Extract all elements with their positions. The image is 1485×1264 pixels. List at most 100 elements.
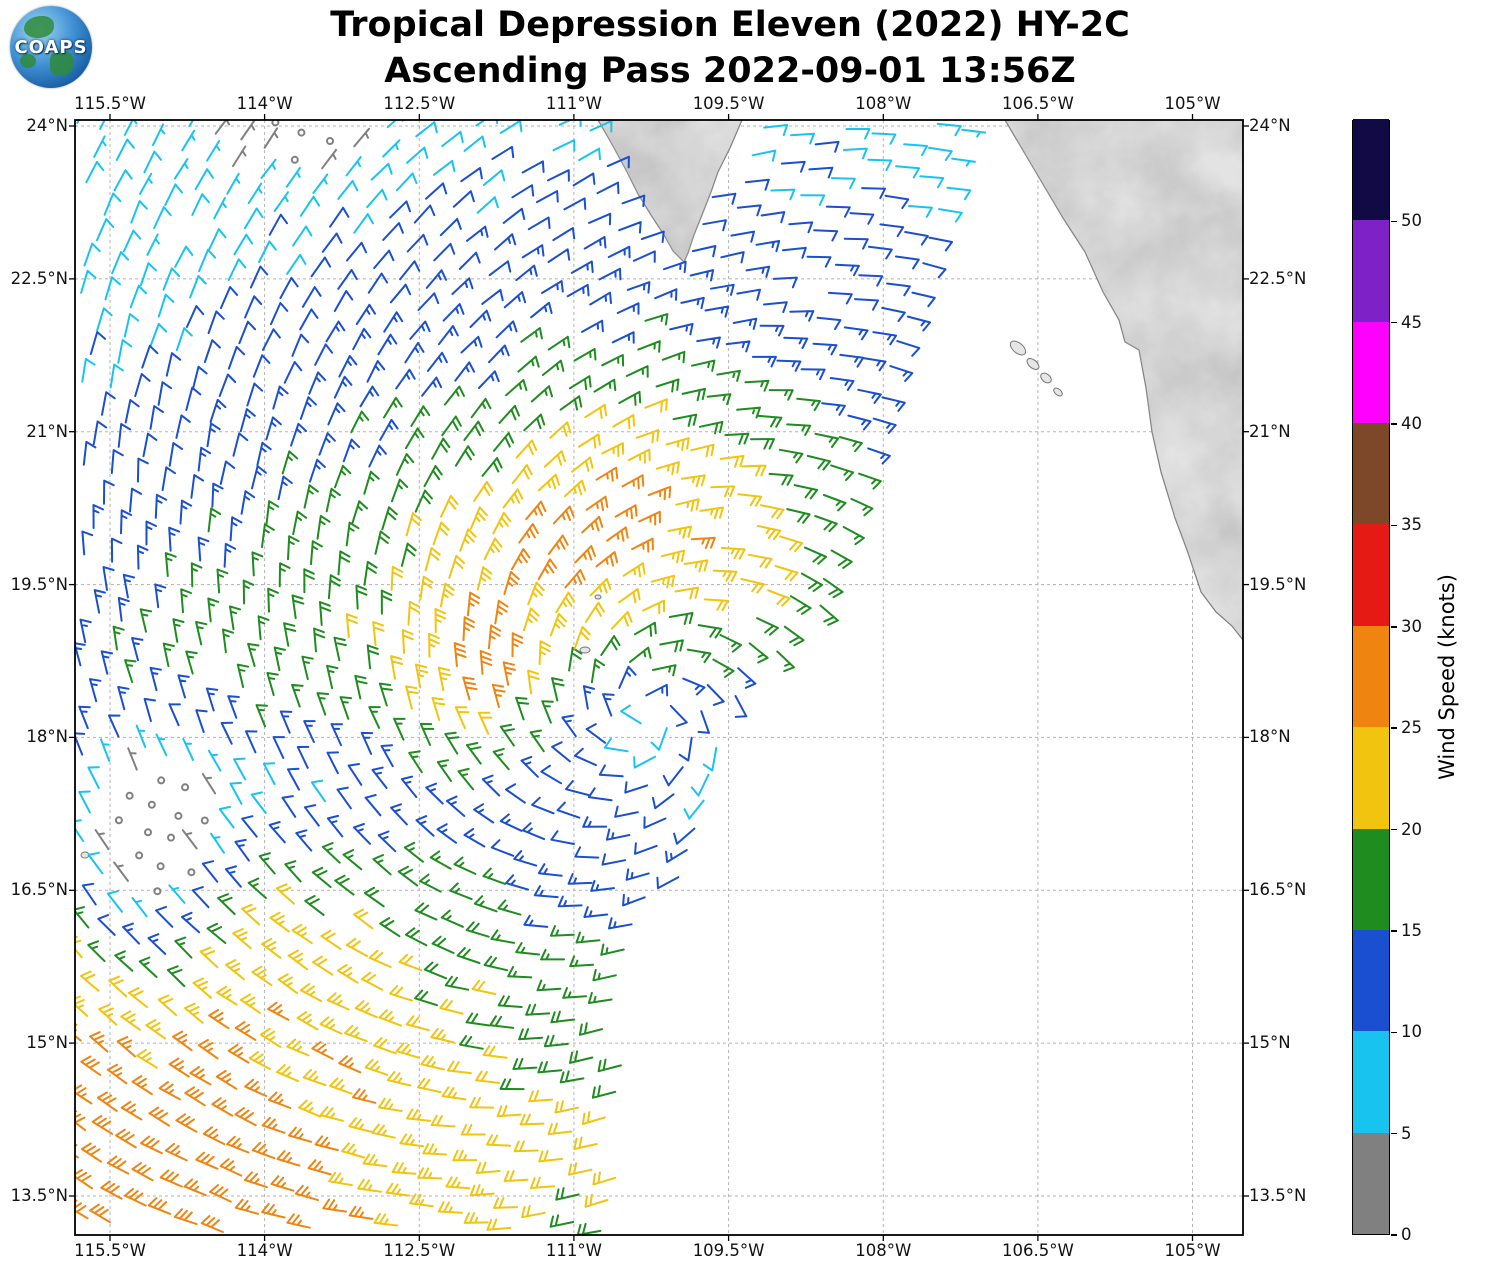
calm-wind-circle [297, 128, 306, 137]
calm-wind-circle [187, 868, 196, 877]
colorbar-segment-5kt [1353, 1030, 1389, 1133]
lon-tick-label-top: 112.5°W [383, 94, 456, 113]
wind-barb-map [69, 114, 1249, 1241]
logo-text: COAPS [14, 37, 88, 58]
wind-barbs-bin-4 [75, 398, 804, 1231]
colorbar-tick [1391, 828, 1397, 831]
island [1009, 340, 1027, 356]
lon-tick-label-top: 105°W [1164, 94, 1221, 113]
colorbar-segment-35kt [1353, 422, 1389, 525]
colorbar-tick-label: 35 [1401, 515, 1422, 535]
island [579, 646, 591, 654]
lon-tick-label-top: 115.5°W [74, 94, 146, 113]
axis-ticks [69, 114, 1249, 1241]
lon-tick-label-top: 108°W [855, 94, 912, 113]
colorbar-tick-label: 10 [1401, 1022, 1422, 1042]
lon-tick-label-bottom: 106.5°W [1001, 1241, 1074, 1260]
coastline-landmass [1004, 120, 1243, 641]
lat-tick-label-right: 15°N [1249, 1033, 1291, 1053]
lat-tick-label-left: 16.5°N [10, 880, 68, 900]
colorbar-tick-label: 30 [1401, 616, 1422, 636]
lon-tick-label-bottom: 112.5°W [383, 1241, 456, 1260]
lon-tick-label-bottom: 111°W [545, 1241, 602, 1260]
lat-tick-label-right: 16.5°N [1249, 880, 1307, 900]
calm-wind-circle [135, 851, 144, 860]
island [1026, 358, 1040, 370]
wind-barbs-bin-3 [75, 313, 882, 1235]
coastline-landmass [597, 120, 743, 264]
calm-wind-circle [181, 783, 190, 792]
colorbar-tick-label: 25 [1401, 718, 1422, 738]
island [1053, 387, 1063, 397]
colorbar-segment-25kt [1353, 625, 1389, 728]
colorbar-title: Wind Speed (knots) [1435, 574, 1459, 780]
colorbar-segment-10kt [1353, 929, 1389, 1032]
calm-wind-circle [167, 833, 175, 842]
calm-wind-circle [290, 155, 299, 164]
logo-continent-shape [50, 50, 74, 76]
colorbar-tick [1391, 524, 1397, 527]
title-line-2: Ascending Pass 2022-09-01 13:56Z [384, 51, 1076, 91]
colorbar-tick [1391, 423, 1397, 425]
logo-continent-shape [24, 16, 54, 38]
colorbar-segment-45kt [1353, 219, 1389, 322]
calm-wind-circle [125, 791, 134, 800]
colorbar-segment-40kt [1353, 321, 1389, 424]
lat-tick-label-left: 24°N [26, 116, 68, 135]
lon-tick-label-bottom: 108°W [855, 1241, 912, 1260]
lat-tick-label-right: 18°N [1249, 727, 1291, 747]
wind-barbs-bin-1 [75, 120, 987, 918]
colorbar-segment-50kt [1353, 118, 1389, 221]
wind-barbs-bin-5 [75, 466, 716, 1233]
calm-wind-circle [174, 811, 183, 820]
lon-tick-label-bottom: 109.5°W [692, 1241, 765, 1260]
colorbar-tick-label: 50 [1401, 211, 1422, 231]
logo-continent-shape [20, 54, 36, 68]
lat-tick-label-left: 19.5°N [10, 574, 68, 594]
lon-tick-label-bottom: 114°W [236, 1241, 293, 1260]
wind-barb-field [75, 120, 987, 1235]
lat-tick-label-right: 13.5°N [1249, 1185, 1307, 1205]
colorbar-segment-20kt [1353, 726, 1389, 829]
lat-tick-label-right: 19.5°N [1249, 574, 1307, 594]
colorbar-tick [1391, 626, 1397, 628]
lon-tick-label-top: 111°W [545, 94, 602, 113]
island [594, 594, 602, 600]
lat-tick-label-left: 21°N [26, 421, 68, 441]
colorbar-segment-15kt [1353, 828, 1389, 930]
colorbar-tick [1391, 930, 1397, 932]
colorbar-tick [1391, 727, 1397, 729]
calm-wind-circle [156, 862, 165, 871]
calm-wind-circle [114, 816, 123, 825]
colorbar-tick [1391, 322, 1397, 324]
island [1040, 372, 1052, 384]
lat-tick-label-right: 21°N [1249, 421, 1291, 441]
colorbar-tick-label: 0 [1401, 1225, 1412, 1244]
lon-tick-label-bottom: 105°W [1164, 1241, 1221, 1260]
lat-tick-label-left: 13.5°N [10, 1185, 68, 1205]
figure-title: Tropical Depression Eleven (2022) HY-2C … [0, 2, 1460, 94]
wind-barbs-bin-0 [94, 120, 370, 882]
landmasses [80, 120, 1243, 859]
lat-tick-label-left: 22.5°N [10, 268, 68, 288]
lon-tick-label-top: 106.5°W [1001, 94, 1074, 113]
lon-tick-label-bottom: 115.5°W [74, 1241, 146, 1260]
calm-wind-circle [271, 120, 280, 127]
colorbar-tick [1391, 1031, 1397, 1033]
calm-wind-circle [157, 776, 166, 785]
colorbar-segment-0kt [1353, 1132, 1389, 1234]
colorbar-tick [1391, 1234, 1397, 1236]
calm-wind-circle [200, 816, 209, 825]
calm-wind-circle [147, 800, 156, 809]
calm-wind-circle [326, 137, 334, 145]
colorbar-tick-label: 15 [1401, 920, 1422, 940]
calm-wind-circle [144, 828, 152, 837]
lat-tick-label-left: 18°N [26, 727, 68, 747]
colorbar [1352, 118, 1390, 1235]
colorbar-tick-label: 40 [1401, 414, 1422, 434]
lat-tick-label-right: 24°N [1249, 116, 1291, 135]
lat-tick-label-left: 15°N [26, 1033, 68, 1053]
lon-tick-label-top: 109.5°W [692, 94, 765, 113]
calm-wind-circle [153, 887, 162, 896]
colorbar-tick-label: 45 [1401, 312, 1422, 332]
